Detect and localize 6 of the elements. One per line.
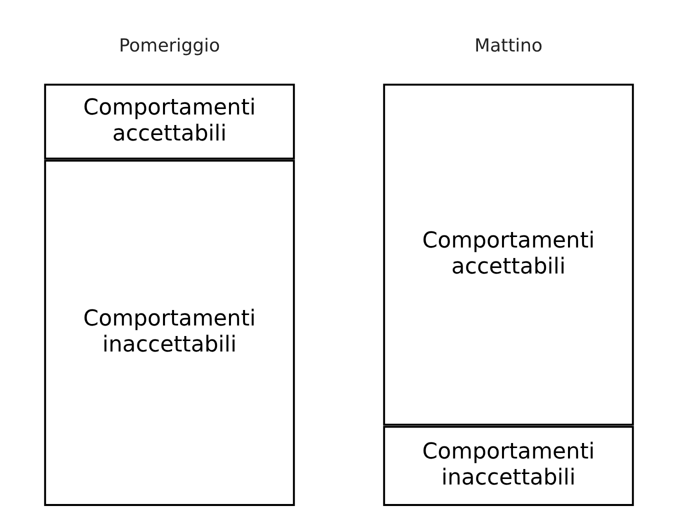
series-label: Comportamenti accettabili xyxy=(83,95,256,146)
x-tick-label: Mattino xyxy=(474,35,543,56)
text: Comportamenti accettabili xyxy=(422,228,595,280)
text: Comportamenti inaccettabili xyxy=(83,306,256,358)
x-tick-label: Pomeriggio xyxy=(118,35,220,56)
series-label: Comportamenti inaccettabili xyxy=(422,440,595,491)
